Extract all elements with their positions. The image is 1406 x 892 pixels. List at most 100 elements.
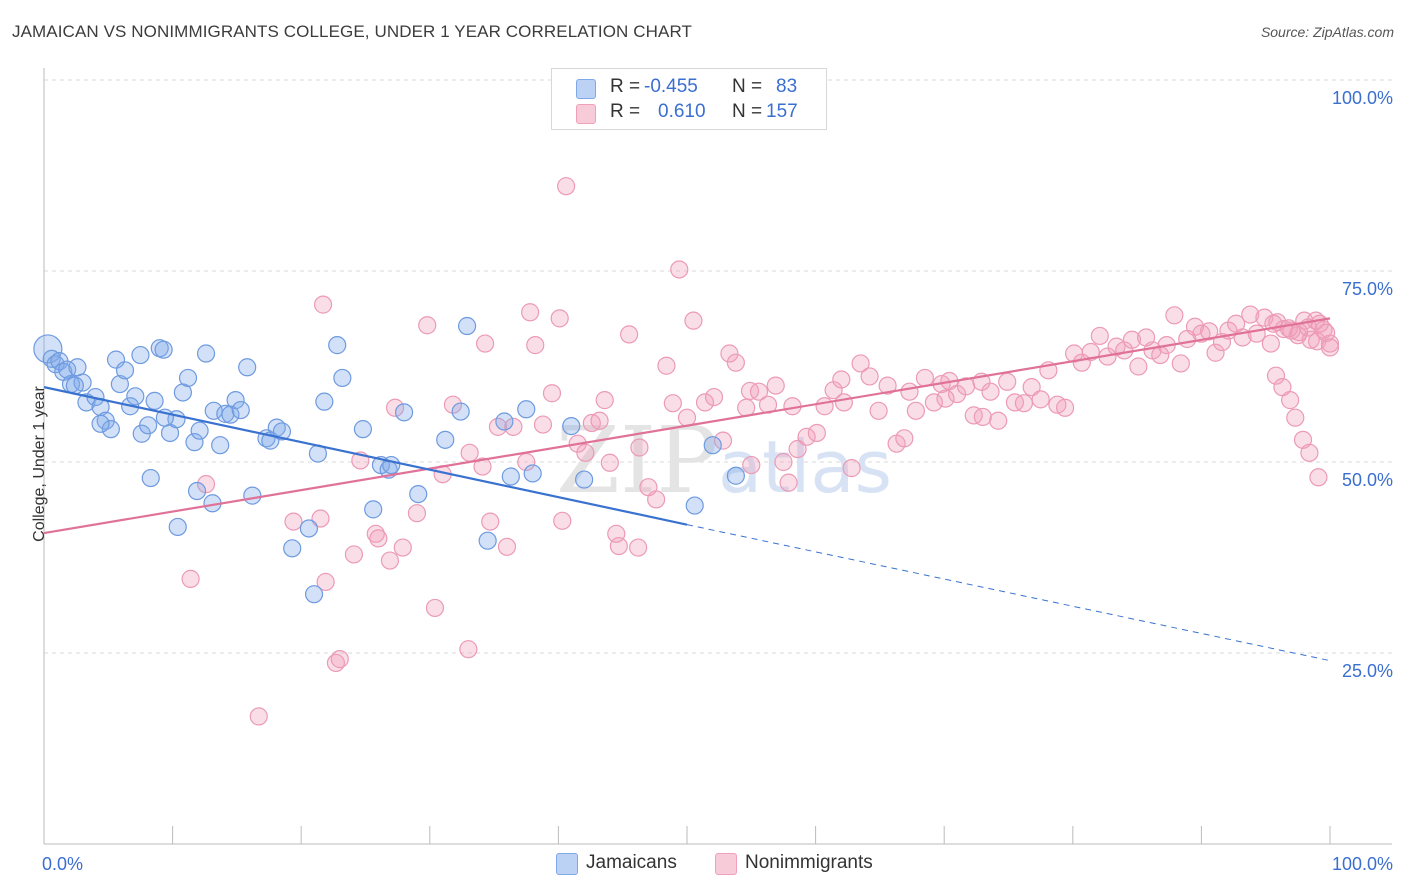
nonimmigrants-point <box>815 397 834 416</box>
chart-title: JAMAICAN VS NONIMMIGRANTS COLLEGE, UNDER… <box>12 22 692 41</box>
legend-r-value: -0.455 <box>644 76 698 97</box>
nonimmigrants-point <box>647 490 666 509</box>
nonimmigrants-point <box>344 545 364 564</box>
watermark-atlas: atlas <box>718 425 892 509</box>
jamaicans-point <box>436 430 455 449</box>
nonimmigrants-point <box>1165 306 1184 325</box>
nonimmigrants-point <box>670 260 689 279</box>
nonimmigrants-point <box>369 529 388 548</box>
nonimmigrants-point <box>407 504 427 523</box>
nonimmigrants-point <box>878 376 897 395</box>
jamaicans-point <box>110 374 129 394</box>
legend-r-label: R = <box>610 76 641 97</box>
nonimmigrants-point <box>460 443 479 462</box>
nonimmigrants-point <box>936 389 955 408</box>
nonimmigrants-point <box>981 382 1000 401</box>
jamaicans-point <box>272 422 292 441</box>
nonimmigrants-point <box>797 427 816 446</box>
nonimmigrants-point <box>1031 390 1050 409</box>
jamaicans-swatch <box>576 79 596 99</box>
jamaicans-point <box>238 358 257 377</box>
nonimmigrants-point <box>1281 391 1300 410</box>
nonimmigrants-point <box>316 572 335 592</box>
nonimmigrants-point <box>989 411 1008 430</box>
nonimmigrants-point <box>576 443 595 462</box>
y-axis-label: College, Under 1 year <box>31 386 48 542</box>
jamaicans-point <box>364 500 383 519</box>
jamaicans-point <box>226 391 245 410</box>
nonimmigrants-point <box>1171 354 1190 373</box>
y-tick-label: 25.0% <box>1342 661 1393 681</box>
nonimmigrants-point <box>807 423 826 443</box>
jamaicans-point <box>187 481 207 501</box>
nonimmigrants-point <box>1055 398 1075 417</box>
nonimmigrants-point <box>779 473 798 492</box>
nonimmigrants-point <box>249 707 268 726</box>
x-tick-label-max: 100.0% <box>1332 854 1393 874</box>
nonimmigrants-point <box>1309 468 1328 487</box>
nonimmigrants-point <box>1081 342 1100 362</box>
nonimmigrants-point <box>1185 317 1205 336</box>
source-label: Source: ZipAtlas.com <box>1260 24 1394 40</box>
nonimmigrants-point <box>720 344 739 363</box>
legend-r-value: 0.610 <box>658 101 706 122</box>
tick-labels: 100.0% 75.0% 50.0% 25.0% 0.0% 100.0% <box>42 88 1393 874</box>
nonimmigrants-point <box>475 334 495 353</box>
bottom-legend-jamaicans: Jamaicans <box>556 852 696 876</box>
axes <box>43 68 1392 845</box>
watermark: ZIP atlas <box>556 407 892 514</box>
jamaicans-swatch <box>556 853 578 875</box>
nonimmigrants-point <box>1286 408 1305 427</box>
nonimmigrants-point <box>906 401 926 420</box>
jamaicans-point <box>196 344 216 363</box>
nonimmigrants-point <box>788 439 807 459</box>
legend-r-label: R = <box>610 101 641 122</box>
jamaicans-point <box>131 345 150 365</box>
nonimmigrants-swatch <box>715 853 737 875</box>
jamaicans-point <box>216 404 235 423</box>
nonimmigrants-point <box>973 407 992 427</box>
nonimmigrants-point <box>1320 334 1340 353</box>
jamaicans-point <box>91 414 110 433</box>
nonimmigrants-point <box>834 393 853 412</box>
legend-row-nonimmigrants: R = 0.610 N = 157 <box>576 101 816 125</box>
nonimmigrants-point <box>860 367 879 386</box>
nonimmigrants-point <box>393 538 412 557</box>
nonimmigrants-point <box>1241 305 1260 324</box>
nonimmigrants-point <box>330 650 349 669</box>
jamaicans-trend-line <box>43 386 688 526</box>
nonimmigrants-point <box>550 309 569 328</box>
nonimmigrants-point <box>590 411 609 430</box>
jamaicans-point <box>457 316 477 336</box>
jamaicans-point <box>283 539 302 558</box>
nonimmigrants-point <box>1317 323 1336 342</box>
nonimmigrants-point <box>713 431 733 450</box>
jamaicans-point <box>495 412 514 431</box>
nonimmigrants-point <box>842 459 861 478</box>
legend-n-label: N = <box>732 76 763 97</box>
nonimmigrants-point <box>663 394 682 413</box>
jamaicans-point <box>451 402 470 421</box>
nonimmigrants-point <box>742 455 761 475</box>
nonimmigrants-point <box>380 551 400 570</box>
nonimmigrants-trend-line <box>43 317 1331 535</box>
jamaicans-point <box>299 519 319 538</box>
trend-lines <box>43 317 1331 662</box>
nonimmigrants-point <box>497 537 517 556</box>
nonimmigrants-point <box>726 353 745 372</box>
nonimmigrants-point <box>521 303 540 322</box>
nonimmigrants-point <box>629 538 648 557</box>
y-tick-label: 50.0% <box>1342 470 1393 490</box>
jamaicans-point <box>685 496 704 515</box>
nonimmigrants-point <box>542 384 562 403</box>
jamaicans-points <box>33 316 745 604</box>
nonimmigrants-point <box>657 356 676 375</box>
jamaicans-point <box>126 387 145 406</box>
nonimmigrants-point <box>553 511 572 530</box>
nonimmigrants-point <box>684 311 703 330</box>
nonimmigrants-point <box>311 509 330 528</box>
jamaicans-point <box>501 467 520 486</box>
jamaicans-point <box>304 585 324 604</box>
nonimmigrants-point <box>1261 334 1280 353</box>
